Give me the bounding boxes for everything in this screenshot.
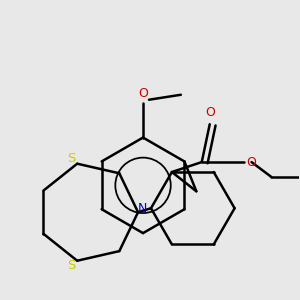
Text: O: O xyxy=(247,156,256,169)
Text: S: S xyxy=(67,152,75,165)
Text: S: S xyxy=(67,259,75,272)
Text: O: O xyxy=(205,106,215,119)
Text: N: N xyxy=(138,202,147,215)
Text: O: O xyxy=(138,87,148,100)
